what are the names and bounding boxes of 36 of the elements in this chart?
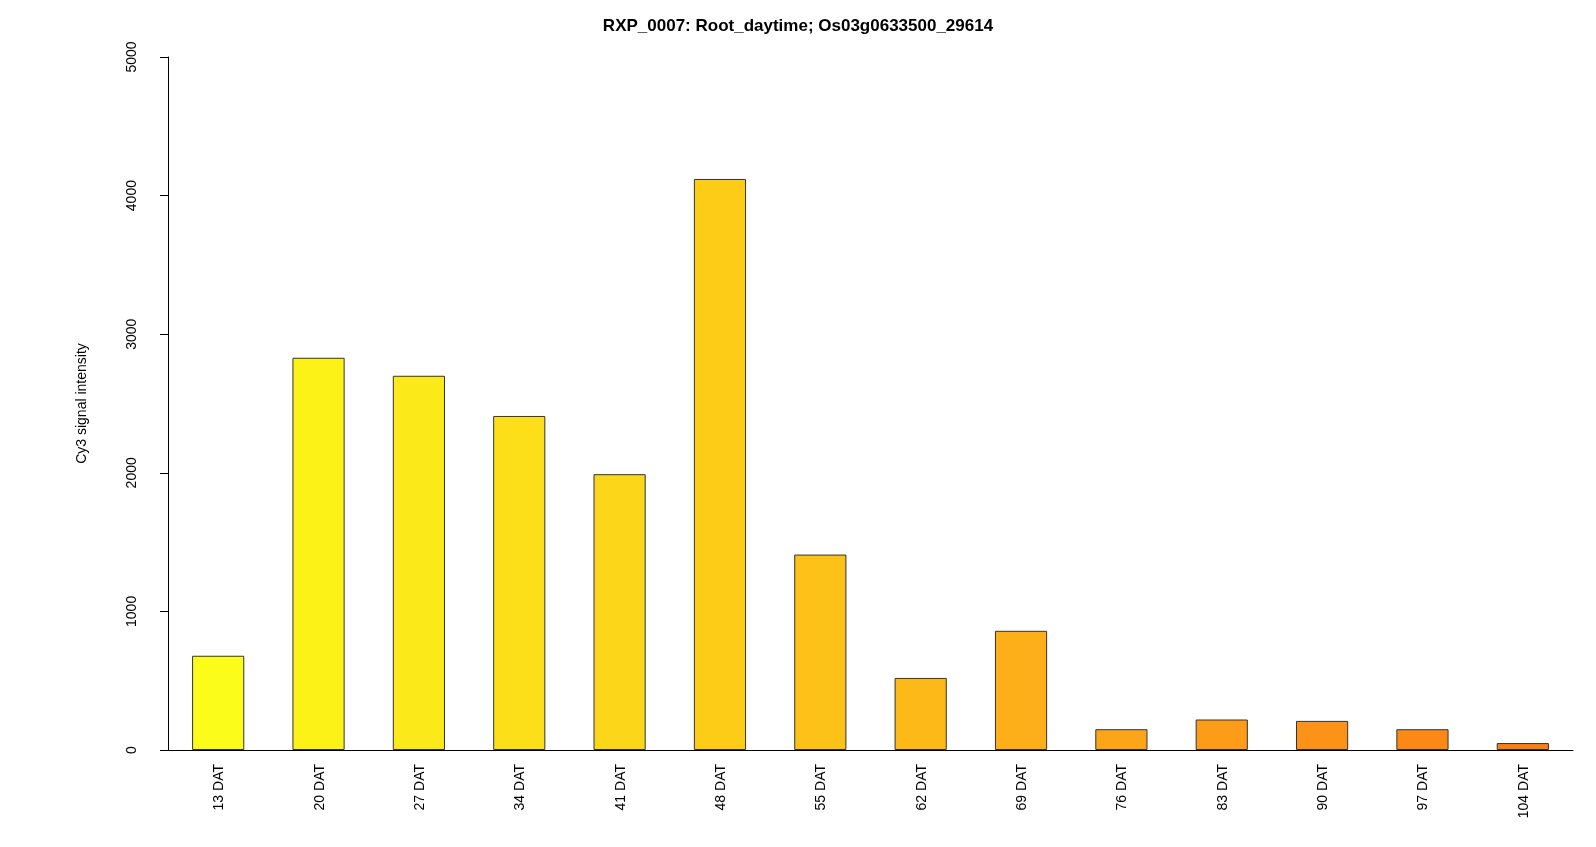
bar <box>593 474 646 750</box>
y-axis-title: Cy3 signal intensity <box>73 343 89 464</box>
bar <box>1095 729 1148 750</box>
bar <box>392 375 445 750</box>
bar <box>1496 743 1549 750</box>
x-tick-label: 104 DAT <box>1514 763 1531 819</box>
bar <box>894 677 947 750</box>
x-tick-label: 13 DAT <box>210 763 227 811</box>
x-tick-label: 97 DAT <box>1414 763 1431 811</box>
y-tick-label: 3000 <box>123 318 139 350</box>
x-tick-label: 41 DAT <box>611 763 628 811</box>
x-tick-label: 76 DAT <box>1113 763 1130 811</box>
bar <box>794 554 847 750</box>
bar <box>693 178 747 750</box>
x-tick-label: 55 DAT <box>812 763 829 811</box>
y-tick-label: 0 <box>123 745 139 754</box>
chart-title: RXP_0007: Root_daytime; Os03g0633500_29614 <box>602 16 994 35</box>
bar <box>1396 729 1449 750</box>
x-tick-label: 34 DAT <box>511 763 528 811</box>
y-tick-label: 1000 <box>123 595 139 627</box>
x-tick-label: 20 DAT <box>310 763 327 811</box>
y-tick-label: 5000 <box>123 41 139 73</box>
bar <box>493 415 546 750</box>
x-tick-label: 48 DAT <box>711 763 728 811</box>
bar <box>994 630 1048 750</box>
x-tick-label: 62 DAT <box>912 763 929 811</box>
x-tick-label: 90 DAT <box>1314 763 1331 811</box>
bar <box>192 655 245 750</box>
y-tick-label: 4000 <box>123 179 139 212</box>
x-tick-label: 27 DAT <box>410 763 427 811</box>
x-tick-label: 83 DAT <box>1213 763 1230 811</box>
bar <box>1296 720 1349 750</box>
bar <box>1195 719 1248 750</box>
y-tick-label: 2000 <box>123 457 139 489</box>
bar <box>292 357 345 750</box>
x-tick-label: 69 DAT <box>1013 763 1030 811</box>
